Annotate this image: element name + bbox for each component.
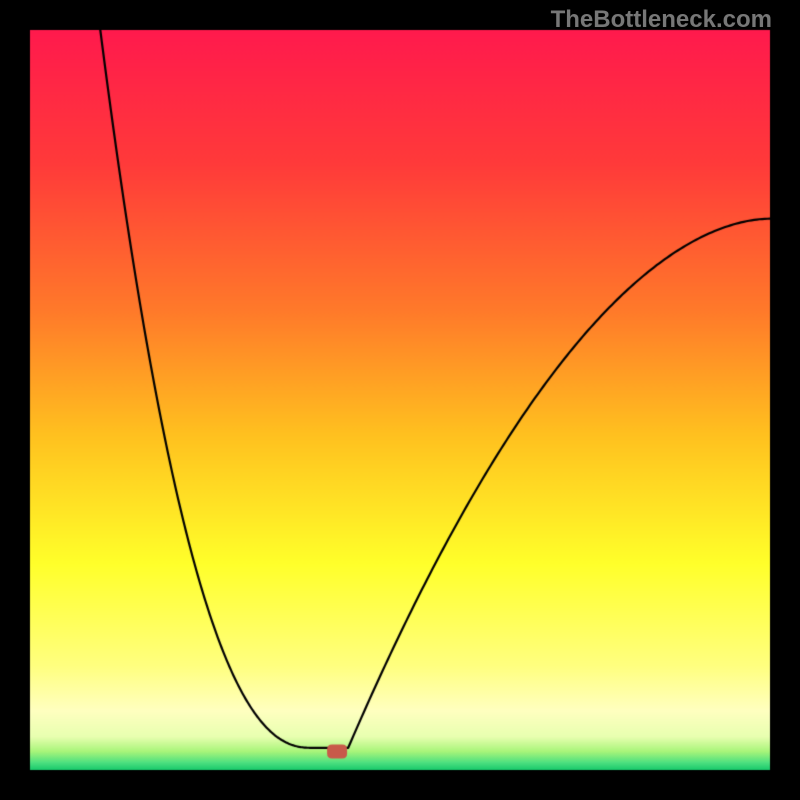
bottleneck-chart-canvas — [0, 0, 800, 800]
watermark-label: TheBottleneck.com — [551, 6, 772, 34]
chart-container: TheBottleneck.com — [0, 0, 800, 800]
